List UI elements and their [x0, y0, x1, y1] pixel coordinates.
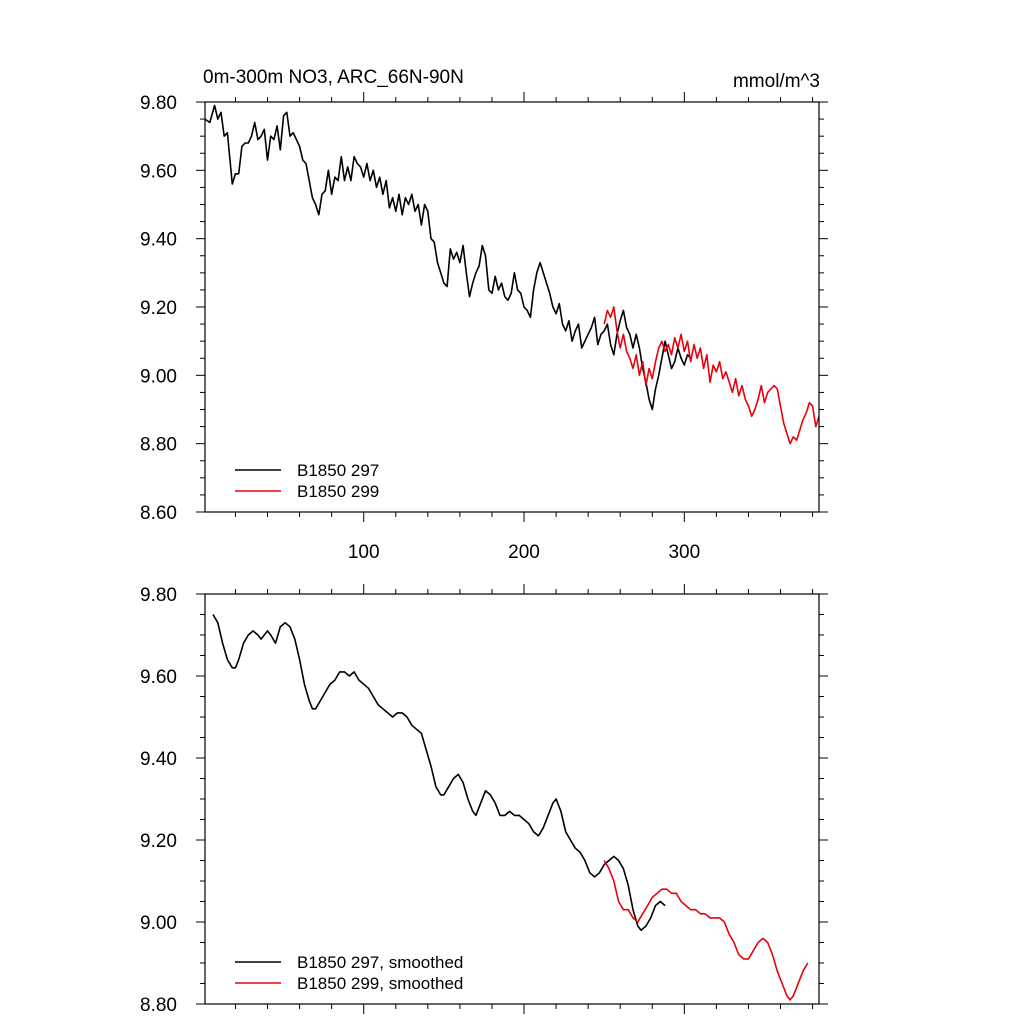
- bottom-panel-legend: B1850 297, smoothed B1850 299, smoothed: [235, 953, 463, 993]
- top-panel-series: [204, 104, 820, 445]
- legend-label-b1850-299-smoothed: B1850 299, smoothed: [297, 974, 463, 993]
- series-line-b1850-297: [204, 104, 692, 411]
- y-tick-label: 9.60: [140, 667, 177, 688]
- y-tick-label: 8.80: [140, 435, 177, 456]
- y-tick-label: 9.80: [140, 585, 177, 606]
- legend-label-b1850-299: B1850 299: [297, 482, 379, 501]
- bottom-panel: 8.80 9.00 9.20 9.40 9.60 9.80 B1850 297, smoo…: [140, 584, 828, 1016]
- series-line-b1850-299-smoothed: [603, 860, 809, 1001]
- y-tick-label: 9.00: [140, 913, 177, 934]
- y-tick-label: 9.00: [140, 366, 177, 387]
- y-tick-label: 9.40: [140, 230, 177, 251]
- x-tick-label: 100: [348, 542, 380, 563]
- top-panel-legend: B1850 297 B1850 299: [235, 461, 379, 501]
- bottom-panel-ticks: 8.80 9.00 9.20 9.40 9.60 9.80: [140, 584, 828, 1016]
- y-tick-label: 8.80: [140, 995, 177, 1016]
- top-panel-units: mmol/m^3: [733, 71, 820, 92]
- legend-label-b1850-297-smoothed: B1850 297, smoothed: [297, 953, 463, 972]
- legend-label-b1850-297: B1850 297: [297, 461, 379, 480]
- y-tick-label: 9.60: [140, 161, 177, 182]
- series-line-b1850-299: [603, 306, 820, 445]
- y-tick-label: 9.20: [140, 831, 177, 852]
- top-panel-title: 0m-300m NO3, ARC_66N-90N: [203, 67, 464, 88]
- top-panel: 0m-300m NO3, ARC_66N-90N mmol/m^3 8.608.…: [140, 67, 828, 563]
- y-tick-label: 8.60: [140, 503, 177, 524]
- bottom-panel-frame: [204, 593, 820, 1005]
- y-tick-label: 9.20: [140, 298, 177, 319]
- y-tick-label: 9.40: [140, 749, 177, 770]
- bottom-panel-series: [212, 614, 809, 1001]
- top-panel-frame: [204, 101, 820, 513]
- x-tick-label: 200: [508, 542, 540, 563]
- top-panel-ticks: 8.60 8.80 9.00 9.20 9.40 9.60 9.80 100 200 300: [140, 92, 828, 563]
- y-tick-label: 9.80: [140, 93, 177, 114]
- series-line-b1850-297-smoothed: [212, 614, 666, 931]
- x-tick-label: 300: [668, 542, 700, 563]
